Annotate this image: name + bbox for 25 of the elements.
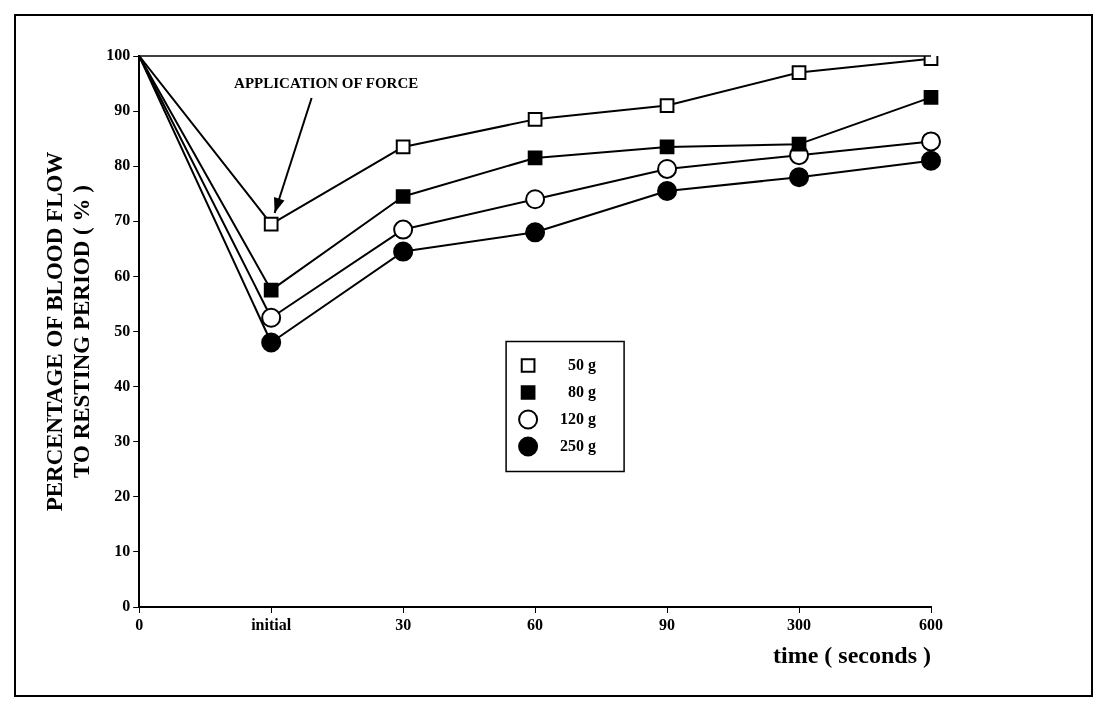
legend-label: 120 g — [560, 409, 597, 428]
x-tick-label: 30 — [395, 615, 412, 633]
y-tick-label: 30 — [114, 431, 131, 449]
x-axis-title: time ( seconds ) — [773, 641, 931, 668]
y-tick-label: 20 — [114, 486, 131, 504]
y-axis-title: PERCENTAGE OF BLOOD FLOW TO RESTING PERIOD ( % ) — [41, 151, 95, 512]
x-tick-label: 90 — [659, 615, 676, 633]
legend-label: 250 g — [560, 436, 597, 455]
y-tick-label: 10 — [114, 542, 131, 560]
legend-label: 80 g — [568, 382, 597, 401]
x-tick-label: 600 — [919, 615, 943, 633]
legend-label: 50 g — [568, 355, 597, 374]
y-tick-label: 100 — [106, 46, 131, 64]
x-tick-label: 300 — [787, 615, 812, 633]
y-tick-label: 80 — [114, 156, 131, 174]
y-tick-label: 60 — [114, 266, 131, 284]
y-tick-label: 70 — [114, 211, 131, 229]
y-tick-label: 40 — [114, 376, 131, 394]
y-tick-label: 50 — [114, 321, 131, 339]
y-tick-label: 90 — [114, 101, 131, 119]
x-tick-label: initial — [251, 615, 292, 633]
annotation: APPLICATION OF FORCE — [234, 74, 419, 91]
x-tick-label: 60 — [527, 615, 544, 633]
x-tick-label: 0 — [135, 615, 144, 633]
y-tick-label: 0 — [122, 597, 131, 615]
